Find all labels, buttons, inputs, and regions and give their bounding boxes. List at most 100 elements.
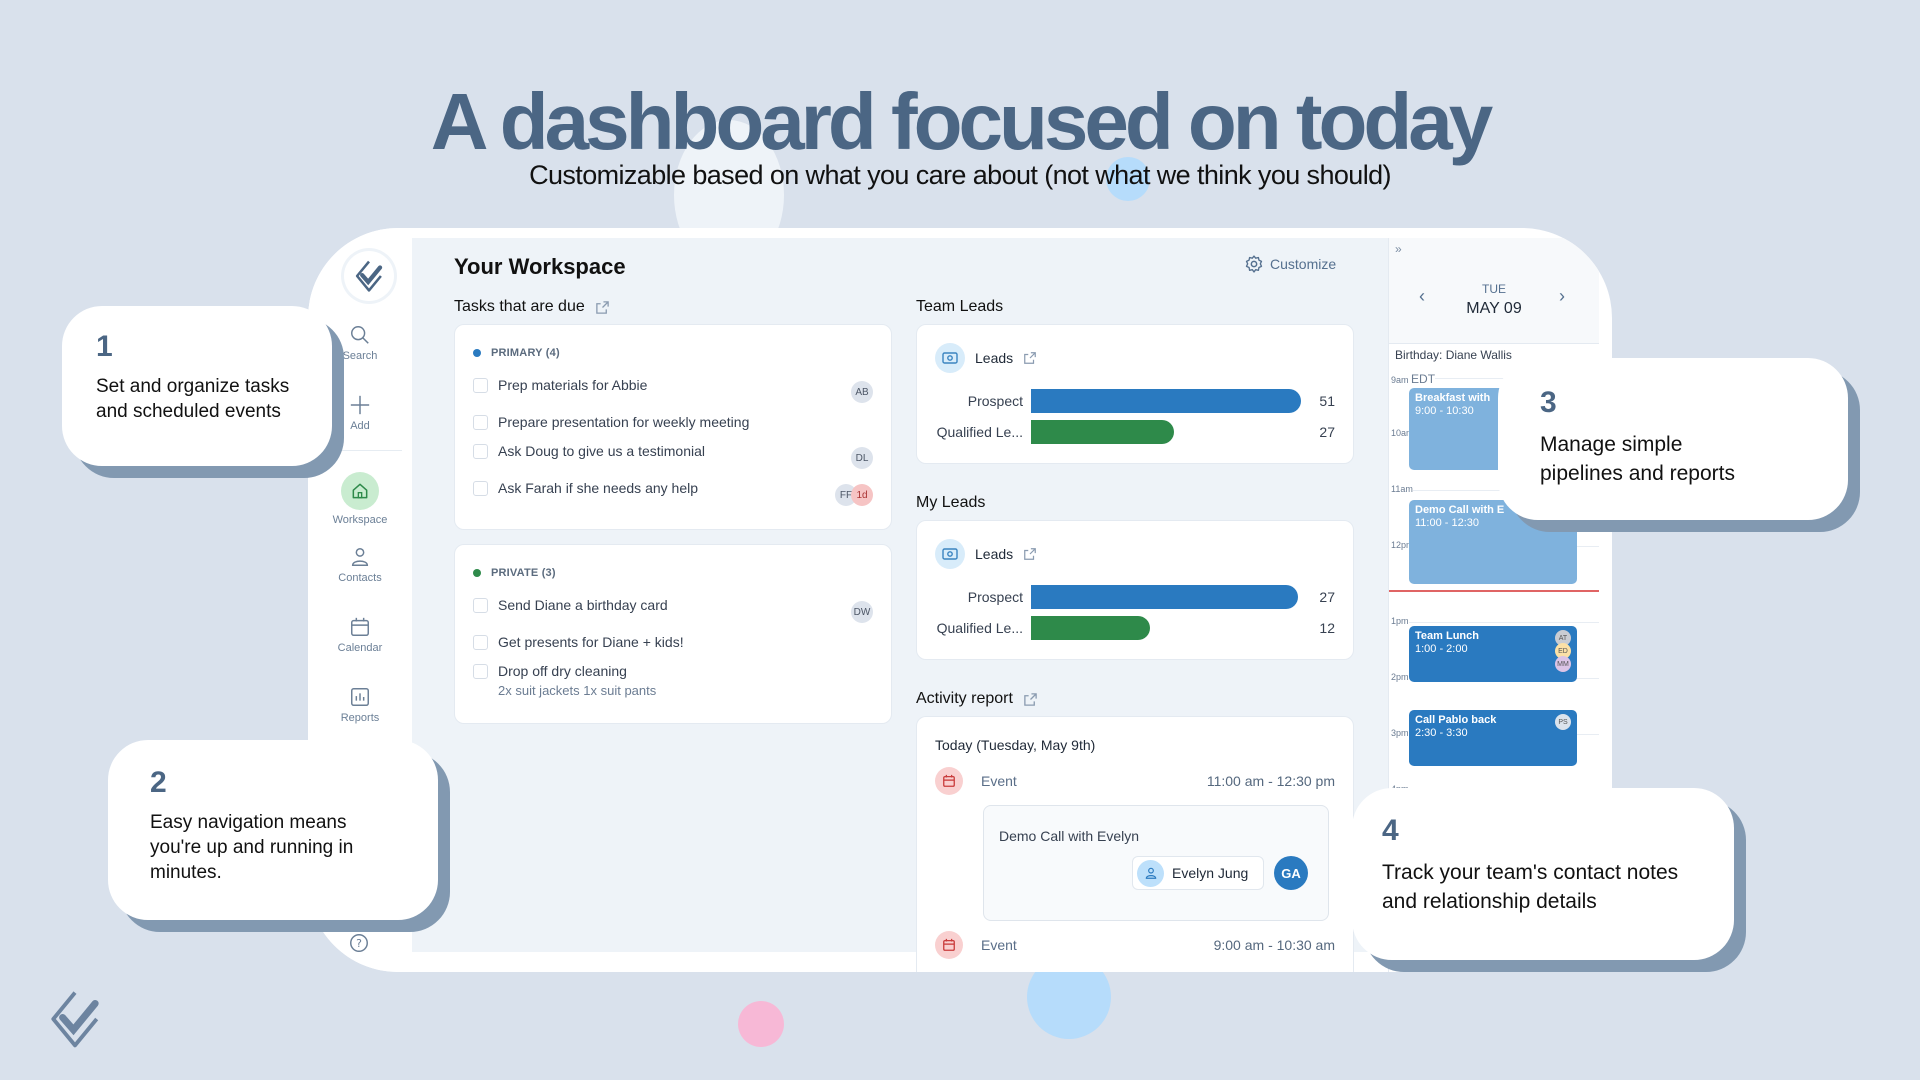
task-checkbox[interactable]: [473, 598, 488, 613]
calendar-day-of-week: TUE: [1482, 282, 1506, 296]
event-title: Breakfast with: [1415, 392, 1491, 404]
hero-title: A dashboard focused on today: [430, 77, 1493, 166]
tasks-primary-card: PRIMARY (4) Prep materials for Abbie AB …: [454, 324, 892, 530]
callout-text: Manage simple pipelines and reports: [1540, 433, 1735, 485]
calendar-event[interactable]: Team Lunch 1:00 - 2:00 AT ED MM: [1409, 626, 1577, 682]
task-text[interactable]: Send Diane a birthday card: [498, 597, 668, 613]
nav-divider: [318, 450, 402, 451]
chevron-right-icon[interactable]: ›: [1559, 286, 1565, 306]
nav-label: Calendar: [337, 642, 383, 654]
external-link-icon[interactable]: [1023, 351, 1037, 365]
event-title: Demo Call with Evelyn: [999, 828, 1140, 844]
task-item: Ask Farah if she needs any help: [473, 480, 873, 496]
event-title: Demo Call with E: [1415, 504, 1505, 516]
external-link-icon[interactable]: [595, 300, 610, 315]
bar-label: Qualified Le...: [936, 424, 1023, 440]
event-time: 11:00 - 12:30: [1415, 517, 1480, 529]
nav-item-contacts[interactable]: Contacts: [308, 546, 412, 584]
event-title: Team Lunch: [1415, 630, 1479, 642]
event-detail[interactable]: Demo Call with Evelyn Evelyn Jung GA: [983, 805, 1329, 921]
bar-qualified: [1031, 616, 1150, 640]
event-time: 1:00 - 2:00: [1415, 643, 1468, 655]
callout-number: 4: [1382, 814, 1399, 847]
bar-row-prospect[interactable]: Prospect 51: [935, 389, 1335, 413]
bar-label: Qualified Le...: [936, 620, 1023, 636]
callout-2: 2 Easy navigation means you're up and ru…: [108, 740, 438, 920]
avatar[interactable]: MM: [1555, 656, 1571, 672]
avatar[interactable]: ED: [1555, 643, 1571, 659]
nav-item-calendar[interactable]: Calendar: [308, 616, 412, 654]
callout-4: 4 Track your team's contact notes and re…: [1352, 788, 1734, 960]
bar-value: 51: [1319, 393, 1335, 409]
task-text[interactable]: Ask Doug to give us a testimonial: [498, 443, 705, 459]
task-checkbox[interactable]: [473, 378, 488, 393]
task-checkbox[interactable]: [473, 635, 488, 650]
event-type: Event: [981, 773, 1017, 789]
bar-label: Prospect: [967, 393, 1023, 409]
avatar[interactable]: AT: [1555, 630, 1571, 646]
help-icon: ?: [350, 934, 368, 952]
task-checkbox[interactable]: [473, 481, 488, 496]
calendar-event-icon: [935, 767, 963, 795]
task-text[interactable]: Ask Farah if she needs any help: [498, 480, 699, 496]
task-item: Drop off dry cleaning 2x suit jackets 1x …: [473, 663, 873, 698]
external-link-icon[interactable]: [1023, 692, 1038, 707]
activity-event[interactable]: Event 11:00 am - 12:30 pm: [935, 767, 1335, 795]
contact-chip[interactable]: Evelyn Jung: [1132, 856, 1264, 890]
customize-button[interactable]: Customize: [1244, 254, 1336, 274]
external-link-icon[interactable]: [1023, 547, 1037, 561]
hour-label: 2pm: [1391, 672, 1409, 682]
task-assignees: DL: [851, 447, 873, 469]
nav-item-add[interactable]: Add: [308, 394, 412, 432]
svg-text:?: ?: [356, 937, 362, 950]
task-checkbox[interactable]: [473, 444, 488, 459]
task-text[interactable]: Prep materials for Abbie: [498, 377, 648, 393]
bar-qualified: [1031, 420, 1175, 444]
tasks-title-text: Tasks that are due: [454, 298, 585, 315]
activity-event[interactable]: Event 9:00 am - 10:30 am: [935, 931, 1335, 959]
callout-number: 2: [150, 766, 167, 799]
logo-check-icon: [355, 260, 383, 292]
task-text[interactable]: Get presents for Diane + kids!: [498, 634, 684, 650]
plus-icon: [350, 395, 370, 415]
team-leads-card: Leads Prospect 51 Qualified Le... 27: [916, 324, 1354, 464]
money-icon: [935, 343, 965, 373]
bar-row-qualified[interactable]: Qualified Le... 12: [935, 616, 1335, 640]
task-checkbox[interactable]: [473, 415, 488, 430]
task-checkbox[interactable]: [473, 664, 488, 679]
calendar-event[interactable]: Call Pablo back 2:30 - 3:30 PS: [1409, 710, 1577, 766]
home-icon: [352, 483, 368, 499]
activity-section-title: Activity report: [916, 690, 1038, 708]
workspace-main: Your Workspace Customize Tasks that are …: [412, 238, 1388, 972]
avatar[interactable]: AB: [851, 381, 873, 403]
task-text[interactable]: Prepare presentation for weekly meeting: [498, 414, 750, 430]
calendar-event-icon: [935, 931, 963, 959]
task-text[interactable]: Drop off dry cleaning: [498, 663, 627, 679]
timezone: EDT: [1411, 372, 1436, 386]
expand-icon[interactable]: »: [1395, 242, 1402, 256]
activity-date: Today (Tuesday, May 9th): [935, 737, 1096, 753]
task-assignees: FF 1d: [835, 484, 873, 506]
decorative-circle: [738, 1001, 784, 1047]
event-time: 11:00 am - 12:30 pm: [1206, 773, 1335, 789]
hero-subtitle: Customizable based on what you care abou…: [529, 160, 1391, 190]
help-button[interactable]: ?: [348, 932, 370, 959]
avatar[interactable]: PS: [1555, 714, 1571, 730]
logo-check-icon: [51, 991, 99, 1048]
avatar[interactable]: DL: [851, 447, 873, 469]
event-type: Event: [981, 937, 1017, 953]
nav-item-workspace[interactable]: Workspace: [308, 472, 412, 526]
avatar[interactable]: DW: [851, 601, 873, 623]
bar-row-qualified[interactable]: Qualified Le... 27: [935, 420, 1335, 444]
hour-label: 3pm: [1391, 728, 1409, 738]
hour-label: 1pm: [1391, 616, 1409, 626]
nav-item-search[interactable]: Search: [308, 324, 412, 362]
bar-row-prospect[interactable]: Prospect 27: [935, 585, 1335, 609]
all-day-event[interactable]: Birthday: Diane Wallis: [1395, 348, 1512, 362]
app-logo[interactable]: [344, 251, 394, 301]
nav-item-reports[interactable]: Reports: [308, 686, 412, 724]
group-dot: [473, 349, 481, 357]
hour-label: 9am EDT: [1391, 372, 1436, 386]
chevron-left-icon[interactable]: ‹: [1419, 286, 1425, 306]
owner-avatar[interactable]: GA: [1274, 856, 1308, 890]
